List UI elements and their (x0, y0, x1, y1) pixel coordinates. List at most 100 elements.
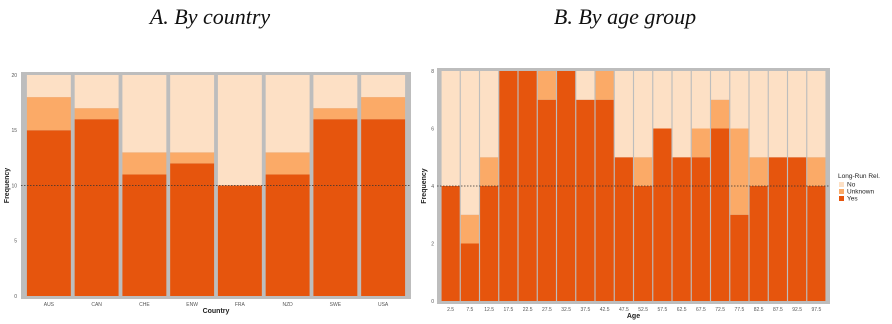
x-tick-label: SWE (330, 302, 342, 308)
bar-segment-no-SWE (313, 75, 358, 109)
x-tick-label: CHE (139, 302, 150, 308)
x-tick-label: 42.5 (600, 307, 610, 313)
chart-b-bars (441, 71, 826, 301)
chart-a-x-ticks: AUS CAN CHE ENW FRA NZD SWE USA (44, 302, 389, 308)
bar-segment-yes-ENW (170, 163, 215, 296)
bar-segment-yes-USA (361, 119, 406, 296)
bar-segment-yes-87.5 (768, 157, 787, 301)
y-tick-label: 2 (431, 241, 434, 247)
bar-segment-yes-17.5 (499, 71, 518, 301)
chart-a-x-axis-label: Country (203, 308, 230, 315)
bar-segment-unknown-77.5 (730, 128, 749, 215)
bar-segment-no-62.5 (672, 71, 691, 158)
bar-segment-yes-FRA (217, 185, 262, 296)
chart-a-y-axis-label: Frequency (4, 168, 11, 204)
y-tick-label: 6 (431, 126, 434, 132)
x-tick-label: 17.5 (504, 307, 514, 313)
legend-label-unknown: Unknown (847, 189, 874, 196)
bar-segment-no-AUS (26, 75, 71, 98)
bar-segment-yes-SWE (313, 119, 358, 296)
bar-segment-no-USA (361, 75, 406, 98)
x-tick-label: 57.5 (658, 307, 668, 313)
bar-segment-no-87.5 (768, 71, 787, 158)
bar-segment-yes-NZD (265, 174, 310, 296)
bar-segment-unknown-97.5 (807, 157, 826, 186)
bar-segment-unknown-67.5 (691, 128, 710, 158)
x-tick-label: 97.5 (812, 307, 822, 313)
chart-b-y-axis-label: Frequency (421, 168, 428, 204)
bar-segment-yes-97.5 (807, 186, 826, 301)
bar-segment-yes-77.5 (730, 214, 749, 301)
bar-segment-no-97.5 (807, 71, 826, 158)
bar-segment-unknown-27.5 (537, 71, 556, 100)
x-tick-label: 87.5 (773, 307, 783, 313)
bar-segment-no-37.5 (576, 71, 595, 100)
x-tick-label: 32.5 (561, 307, 571, 313)
bar-segment-yes-52.5 (634, 186, 653, 301)
chart-a: 0 5 10 15 20 AUS CAN CHE ENW FRA NZD SWE USA Countr… (4, 72, 411, 315)
bar-segment-yes-57.5 (653, 128, 672, 301)
bar-segment-yes-47.5 (614, 157, 633, 301)
bar-segment-no-92.5 (788, 71, 807, 158)
legend-title: Long-Run Rel. (838, 173, 880, 180)
bar-segment-no-CHE (122, 75, 167, 153)
bar-segment-yes-7.5 (460, 243, 479, 301)
bar-segment-unknown-CHE (122, 152, 167, 175)
bar-segment-no-72.5 (711, 71, 730, 100)
chart-a-y-ticks: 0 5 10 15 20 (11, 73, 17, 300)
legend-label-yes: Yes (847, 196, 858, 203)
bar-segment-no-82.5 (749, 71, 768, 158)
y-tick-label: 0 (431, 299, 434, 305)
panel-a-title: A. By country (149, 4, 271, 29)
x-tick-label: 2.5 (447, 307, 454, 313)
x-tick-label: 67.5 (696, 307, 706, 313)
x-tick-label: USA (378, 302, 389, 308)
chart-b-y-ticks: 0 2 4 6 8 (431, 69, 434, 305)
bar-segment-unknown-ENW (170, 152, 215, 164)
bar-segment-yes-AUS (26, 130, 71, 296)
bar-segment-no-57.5 (653, 71, 672, 129)
bar-segment-yes-27.5 (537, 99, 556, 301)
x-tick-label: 77.5 (735, 307, 745, 313)
bar-segment-no-NZD (265, 75, 310, 153)
bar-segment-no-7.5 (460, 71, 479, 215)
x-tick-label: 47.5 (619, 307, 629, 313)
bar-segment-no-77.5 (730, 71, 749, 129)
y-tick-label: 4 (431, 184, 434, 190)
x-tick-label: CAN (91, 302, 102, 308)
panel-b-title: B. By age group (553, 4, 697, 29)
x-tick-label: 92.5 (792, 307, 802, 313)
bar-segment-yes-2.5 (441, 186, 460, 301)
x-tick-label: 7.5 (466, 307, 473, 313)
legend-swatch-unknown (839, 189, 844, 194)
y-tick-label: 20 (11, 73, 17, 79)
bar-segment-yes-12.5 (480, 186, 499, 301)
bar-segment-unknown-SWE (313, 108, 358, 120)
y-tick-label: 15 (11, 128, 17, 134)
bar-segment-unknown-72.5 (711, 99, 730, 129)
y-tick-label: 8 (431, 69, 434, 75)
bar-segment-no-47.5 (614, 71, 633, 158)
bar-segment-no-67.5 (691, 71, 710, 129)
x-tick-label: ENW (186, 302, 198, 308)
x-tick-label: NZD (282, 302, 293, 308)
bar-segment-unknown-USA (361, 97, 406, 120)
y-tick-label: 0 (14, 294, 17, 300)
bar-segment-unknown-7.5 (460, 214, 479, 244)
bar-segment-unknown-AUS (26, 97, 71, 131)
x-tick-label: 12.5 (484, 307, 494, 313)
x-tick-label: 37.5 (581, 307, 591, 313)
x-tick-label: 62.5 (677, 307, 687, 313)
bar-segment-no-2.5 (441, 71, 460, 186)
x-tick-label: FRA (235, 302, 246, 308)
bar-segment-no-FRA (217, 75, 262, 186)
bar-segment-unknown-NZD (265, 152, 310, 175)
bar-segment-unknown-CAN (74, 108, 119, 120)
bar-segment-yes-67.5 (691, 157, 710, 301)
x-tick-label: 72.5 (715, 307, 725, 313)
bar-segment-yes-92.5 (788, 157, 807, 301)
legend-label-no: No (847, 182, 856, 189)
y-tick-label: 5 (14, 239, 17, 245)
